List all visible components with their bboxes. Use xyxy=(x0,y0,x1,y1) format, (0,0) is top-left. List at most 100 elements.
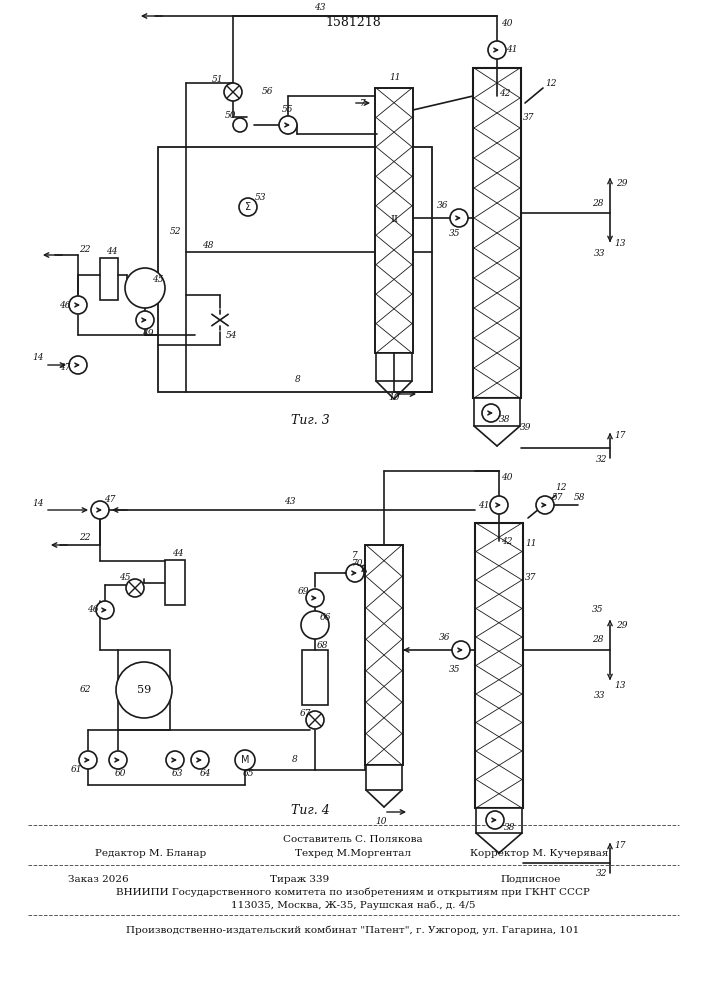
Text: 41: 41 xyxy=(478,500,490,510)
Text: 29: 29 xyxy=(617,620,628,630)
Text: Редактор М. Бланар: Редактор М. Бланар xyxy=(95,848,206,857)
Text: Техред М.Моргентал: Техред М.Моргентал xyxy=(295,848,411,857)
Circle shape xyxy=(346,564,364,582)
Text: 32: 32 xyxy=(596,456,608,464)
Text: 14: 14 xyxy=(33,498,44,508)
Text: 10: 10 xyxy=(388,393,399,402)
Text: 40: 40 xyxy=(501,474,513,483)
Text: 8: 8 xyxy=(295,375,301,384)
Text: 55: 55 xyxy=(282,105,293,114)
Text: 56: 56 xyxy=(262,88,274,97)
Bar xyxy=(302,650,328,705)
Text: 61: 61 xyxy=(70,766,82,774)
Text: Τиг. 3: Τиг. 3 xyxy=(291,414,329,426)
Bar xyxy=(165,560,185,605)
Text: 14: 14 xyxy=(33,354,44,362)
Text: 37: 37 xyxy=(523,113,534,122)
Text: 10: 10 xyxy=(375,818,387,826)
Text: 11: 11 xyxy=(525,538,537,548)
Text: Тираж 339: Тираж 339 xyxy=(270,874,329,884)
Text: Σ: Σ xyxy=(245,202,251,212)
Text: 37: 37 xyxy=(525,574,537,582)
Circle shape xyxy=(279,116,297,134)
Text: 49: 49 xyxy=(142,328,153,338)
Circle shape xyxy=(191,751,209,769)
Text: ВНИИПИ Государственного комитета по изобретениям и открытиям при ГКНТ СССР: ВНИИПИ Государственного комитета по изоб… xyxy=(116,887,590,897)
Circle shape xyxy=(482,404,500,422)
Text: 63: 63 xyxy=(171,768,182,778)
Text: 66: 66 xyxy=(320,613,331,622)
Bar xyxy=(476,808,522,833)
Text: 41: 41 xyxy=(506,45,518,54)
Text: 33: 33 xyxy=(595,248,606,257)
Circle shape xyxy=(239,198,257,216)
Text: 53: 53 xyxy=(255,192,267,202)
Text: 35: 35 xyxy=(449,229,461,237)
Circle shape xyxy=(452,641,470,659)
Text: 17: 17 xyxy=(614,432,626,440)
Text: M: M xyxy=(241,755,250,765)
Circle shape xyxy=(490,496,508,514)
Text: 36: 36 xyxy=(437,202,449,211)
Circle shape xyxy=(166,751,184,769)
Text: Производственно-издательский комбинат "Патент", г. Ужгород, ул. Гагарина, 101: Производственно-издательский комбинат "П… xyxy=(127,925,580,935)
Text: Составитель С. Полякова: Составитель С. Полякова xyxy=(284,834,423,844)
Text: 59: 59 xyxy=(137,685,151,695)
Text: 35: 35 xyxy=(449,666,461,674)
Text: 8: 8 xyxy=(292,756,298,764)
Bar xyxy=(376,353,412,381)
Text: 51: 51 xyxy=(212,75,223,84)
Circle shape xyxy=(450,209,468,227)
Circle shape xyxy=(224,83,242,101)
Text: 43: 43 xyxy=(284,496,296,506)
Text: 36: 36 xyxy=(439,634,451,643)
Text: Корректор М. Кучерявая: Корректор М. Кучерявая xyxy=(470,848,609,857)
Text: 13: 13 xyxy=(614,238,626,247)
Text: 12: 12 xyxy=(545,79,556,88)
Text: 44: 44 xyxy=(173,548,184,558)
Text: 44: 44 xyxy=(106,247,118,256)
Text: 45: 45 xyxy=(152,275,164,284)
Text: 45: 45 xyxy=(119,574,131,582)
Text: Заказ 2026: Заказ 2026 xyxy=(68,874,129,884)
Text: 69: 69 xyxy=(297,586,309,595)
Bar xyxy=(100,258,118,300)
Bar xyxy=(473,68,521,398)
Text: 57: 57 xyxy=(552,493,563,502)
Text: Τиг. 4: Τиг. 4 xyxy=(291,804,329,816)
Text: 60: 60 xyxy=(115,768,126,778)
Text: 28: 28 xyxy=(592,636,604,645)
Text: 43: 43 xyxy=(314,3,326,12)
Circle shape xyxy=(536,496,554,514)
Circle shape xyxy=(96,601,114,619)
Text: 54: 54 xyxy=(226,330,238,340)
Circle shape xyxy=(116,662,172,718)
Text: 7: 7 xyxy=(352,550,358,560)
Circle shape xyxy=(235,750,255,770)
Circle shape xyxy=(125,268,165,308)
Text: 11: 11 xyxy=(390,74,401,83)
Text: 67: 67 xyxy=(299,708,311,718)
Circle shape xyxy=(306,589,324,607)
Text: 113035, Москва, Ж-35, Раушская наб., д. 4/5: 113035, Москва, Ж-35, Раушская наб., д. … xyxy=(230,900,475,910)
Circle shape xyxy=(488,41,506,59)
Text: 50: 50 xyxy=(226,110,237,119)
Bar xyxy=(375,88,413,353)
Circle shape xyxy=(301,611,329,639)
Text: 38: 38 xyxy=(499,416,510,424)
Bar xyxy=(366,765,402,790)
Text: 38: 38 xyxy=(504,824,515,832)
Text: 40: 40 xyxy=(501,18,513,27)
Text: Подписное: Подписное xyxy=(500,874,561,884)
Text: 58: 58 xyxy=(574,492,586,502)
Text: 22: 22 xyxy=(79,534,90,542)
Text: 35: 35 xyxy=(592,605,604,614)
Circle shape xyxy=(306,711,324,729)
Text: 22: 22 xyxy=(79,245,90,254)
Text: 33: 33 xyxy=(595,690,606,700)
Circle shape xyxy=(69,356,87,374)
Text: 70: 70 xyxy=(352,558,363,568)
Text: 52: 52 xyxy=(170,228,182,236)
Circle shape xyxy=(486,811,504,829)
Text: 7: 7 xyxy=(360,99,366,107)
